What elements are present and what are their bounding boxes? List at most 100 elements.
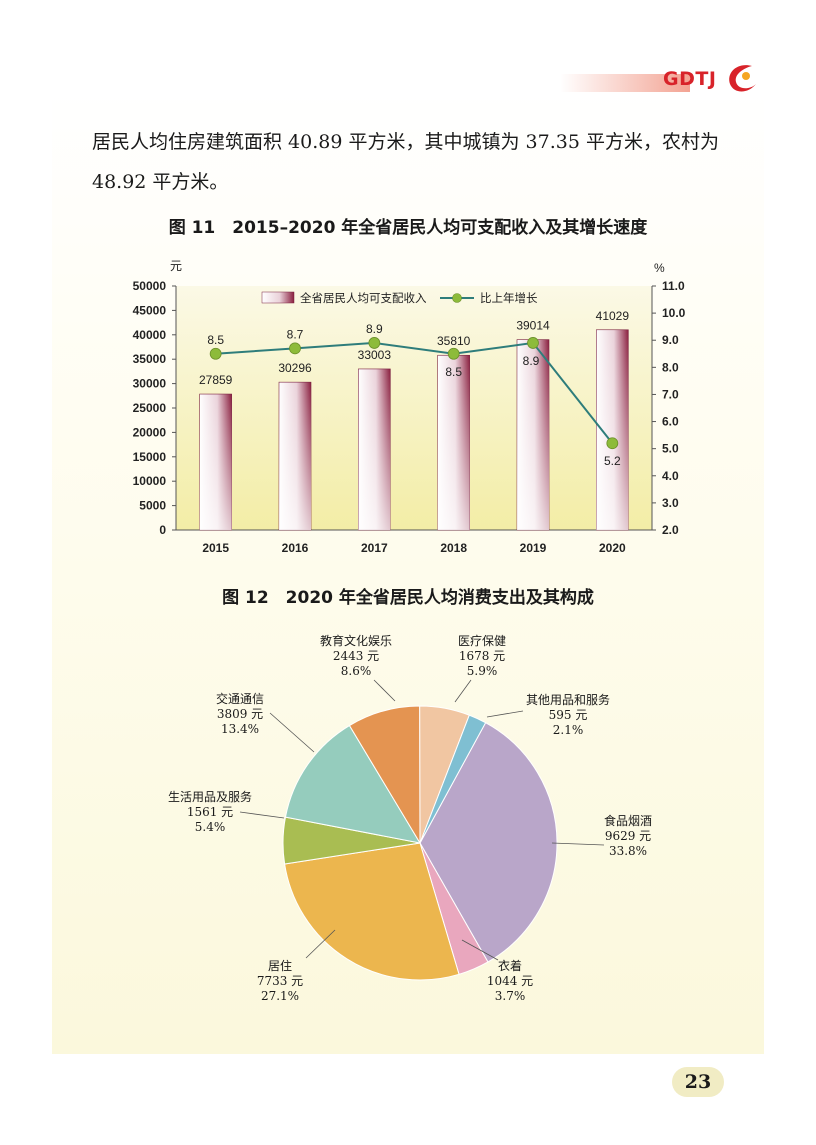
bar-highlight — [437, 355, 470, 530]
pie-label-name: 生活用品及服务 — [168, 789, 252, 804]
figure-11-title: 图 11 2015–2020 年全省居民人均可支配收入及其增长速度 — [168, 218, 648, 238]
pie-label-value: 9629 元 — [605, 829, 651, 843]
pie-leader-line — [454, 679, 472, 703]
growth-point — [289, 342, 301, 355]
left-tick-label: 20000 — [133, 425, 167, 439]
pie-slice — [419, 714, 487, 844]
left-tick-label: 30000 — [133, 377, 167, 391]
pie-slice — [284, 842, 460, 981]
growth-point — [606, 437, 619, 450]
right-tick-label: 10.0 — [662, 306, 686, 320]
pie-leader-line — [239, 811, 285, 819]
right-tick-label: 6.0 — [662, 415, 679, 429]
pie-label-name: 医疗保健 — [458, 634, 506, 648]
legend-bar-swatch — [261, 291, 295, 304]
left-tick-label: 0 — [159, 523, 166, 537]
pie-label-name: 交通通信 — [216, 691, 264, 706]
pie-leader-line — [269, 712, 315, 753]
pie-label-percent: 13.4% — [221, 722, 259, 736]
right-tick-label: 11.0 — [662, 279, 685, 293]
right-tick-label: 3.0 — [662, 496, 679, 510]
x-tick-label: 2015 — [202, 541, 229, 555]
growth-point — [368, 337, 381, 349]
right-tick-label: 8.0 — [662, 360, 679, 374]
pie-label-name: 其他用品和服务 — [526, 692, 610, 707]
bar-highlight — [199, 394, 232, 530]
pie-leader-line — [305, 929, 336, 959]
left-tick-label: 35000 — [133, 352, 167, 366]
x-tick-label: 2016 — [282, 541, 309, 555]
pie-label-name: 食品烟酒 — [604, 813, 652, 828]
growth-point — [527, 337, 539, 349]
bar-value-label: 35810 — [437, 334, 471, 348]
bar-value-label: 27859 — [199, 373, 233, 387]
header-band — [560, 74, 690, 92]
left-tick-label: 10000 — [133, 474, 167, 488]
intro-paragraph: 居民人均住房建筑面积 40.89 平方米，其中城镇为 37.35 平方米，农村为… — [92, 131, 719, 193]
x-tick-label: 2018 — [440, 541, 467, 555]
pie-label-percent: 3.7% — [495, 989, 526, 1003]
x-tick-label: 2017 — [361, 541, 388, 555]
x-tick-label: 2020 — [599, 541, 626, 555]
pie-slice — [284, 724, 422, 844]
left-tick-label: 5000 — [139, 499, 166, 513]
bar-value-label: 33003 — [358, 348, 392, 362]
pie-label-value: 2443 元 — [333, 649, 379, 663]
bar-value-label: 41029 — [596, 309, 630, 323]
bar-highlight — [279, 382, 311, 530]
bar-value-label: 30296 — [278, 361, 312, 375]
logo-icon — [729, 65, 756, 92]
right-tick-label: 5.0 — [662, 442, 679, 456]
pie-leader-line — [486, 710, 524, 718]
left-tick-label: 15000 — [133, 450, 167, 464]
bar-value-label: 39014 — [516, 319, 550, 333]
page-number: 23 — [672, 1067, 724, 1097]
pie-label-value: 3809 元 — [217, 707, 263, 721]
growth-value-label: 8.9 — [523, 354, 540, 368]
pie-label-value: 1561 元 — [187, 805, 233, 819]
growth-value-label: 5.2 — [604, 454, 621, 468]
pie-label-percent: 5.9% — [467, 664, 498, 678]
pie-label-name: 教育文化娱乐 — [320, 633, 392, 648]
pie-label-percent: 2.1% — [553, 723, 584, 737]
left-tick-label: 25000 — [133, 401, 167, 415]
plot-area — [176, 286, 652, 530]
right-tick-label: 2.0 — [662, 523, 679, 537]
pie-label-value: 1044 元 — [487, 974, 533, 988]
growth-line — [215, 341, 614, 444]
right-tick-label: 7.0 — [662, 387, 679, 401]
pie-leader-line — [373, 679, 396, 702]
pie-label-percent: 5.4% — [195, 820, 226, 834]
pie-label-value: 1678 元 — [459, 649, 505, 663]
right-axis-unit: % — [654, 261, 665, 275]
growth-point — [447, 347, 460, 360]
pie-leader-line — [461, 939, 499, 961]
pie-label-value: 595 元 — [549, 708, 588, 722]
income-chart: 0 5000 10000 15000 20000 25000 30000 35000 40000… — [133, 259, 686, 555]
legend-line-label: 比上年增长 — [480, 291, 538, 305]
bar-highlight — [517, 339, 549, 530]
growth-value-label: 8.7 — [287, 327, 304, 341]
left-tick-label: 50000 — [133, 279, 167, 293]
pie-label-percent: 8.6% — [341, 664, 372, 678]
x-tick-label: 2019 — [520, 541, 547, 555]
growth-value-label: 8.5 — [207, 333, 224, 347]
logo-text: GDTJ — [663, 68, 717, 90]
left-tick-label: 40000 — [133, 328, 167, 342]
left-axis-unit: 元 — [170, 259, 182, 273]
left-tick-label: 45000 — [133, 303, 167, 317]
growth-point — [209, 347, 222, 360]
growth-value-label: 8.5 — [445, 365, 462, 379]
pie-leader-line — [551, 842, 605, 846]
pie-label-percent: 27.1% — [261, 989, 299, 1003]
legend-bar-label: 全省居民人均可支配收入 — [300, 291, 427, 305]
right-tick-label: 9.0 — [662, 333, 679, 347]
right-tick-label: 4.0 — [662, 469, 679, 483]
bar-highlight — [358, 368, 391, 530]
legend-line-marker — [452, 293, 462, 303]
pie-label-percent: 33.8% — [609, 844, 647, 858]
pie-label-value: 7733 元 — [257, 974, 303, 988]
growth-value-label: 8.9 — [366, 322, 383, 336]
pie-label-name: 衣着 — [498, 958, 522, 973]
